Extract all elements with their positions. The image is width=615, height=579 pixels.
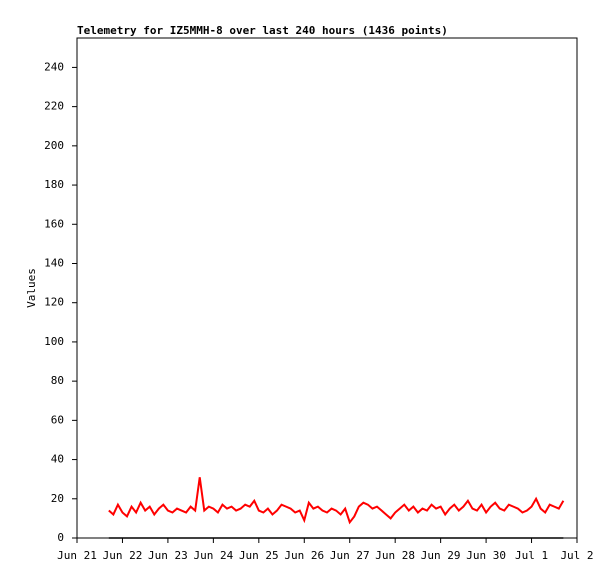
y-tick-label: 160 xyxy=(44,217,64,230)
y-tick-label: 200 xyxy=(44,139,64,152)
x-tick-label: Jun 29 xyxy=(421,549,461,562)
y-tick-label: 140 xyxy=(44,256,64,269)
x-tick-label: Jun 28 xyxy=(375,549,415,562)
data-line xyxy=(108,477,565,525)
y-tick-label: 60 xyxy=(51,413,64,426)
y-tick-label: 40 xyxy=(51,453,64,466)
x-tick-label: Jun 27 xyxy=(330,549,370,562)
x-tick-label: Jun 25 xyxy=(239,549,279,562)
x-tick-label: Jul 1 xyxy=(515,549,548,562)
x-tick-label: Jun 21 xyxy=(57,549,97,562)
y-tick-label: 220 xyxy=(44,100,64,113)
x-tick-label: Jul 2 xyxy=(560,549,593,562)
y-tick-label: 180 xyxy=(44,178,64,191)
x-tick-label: Jun 30 xyxy=(466,549,506,562)
x-tick-label: Jun 22 xyxy=(103,549,143,562)
x-tick-label: Jun 24 xyxy=(193,549,233,562)
y-tick-label: 0 xyxy=(57,531,64,544)
y-tick-label: 240 xyxy=(44,60,64,73)
y-tick-label: 120 xyxy=(44,296,64,309)
y-tick-label: 80 xyxy=(51,374,64,387)
plot-frame xyxy=(76,37,578,539)
y-axis-label: Values xyxy=(25,268,38,308)
y-tick-label: 100 xyxy=(44,335,64,348)
y-tick-label: 20 xyxy=(51,492,64,505)
chart-title: Telemetry for IZ5MMH-8 over last 240 hou… xyxy=(77,24,448,37)
x-tick-label: Jun 26 xyxy=(284,549,324,562)
x-tick-label: Jun 23 xyxy=(148,549,188,562)
